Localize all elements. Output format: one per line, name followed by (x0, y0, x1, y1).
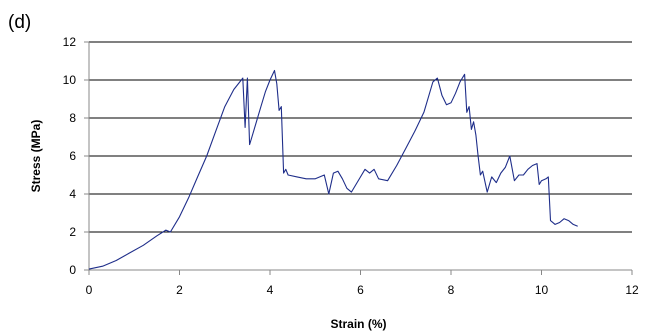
x-tick-label-10: 10 (535, 283, 549, 297)
y-tick-label-2: 2 (69, 225, 76, 239)
y-tick-label-6: 6 (69, 149, 76, 163)
x-tick-label-4: 4 (267, 283, 274, 297)
y-tick-label-8: 8 (69, 111, 76, 125)
x-axis-ticks: 0 2 4 6 8 10 12 (86, 270, 639, 297)
y-tick-label-4: 4 (69, 187, 76, 201)
x-tick-label-2: 2 (176, 283, 183, 297)
y-tick-label-12: 12 (63, 35, 77, 49)
x-tick-label-6: 6 (357, 283, 364, 297)
y-axis-title: Stress (MPa) (29, 120, 43, 193)
y-tick-label-10: 10 (63, 73, 77, 87)
y-axis-ticks: 0 2 4 6 8 10 12 (63, 35, 89, 277)
grid-lines (89, 41, 632, 233)
x-tick-label-12: 12 (625, 283, 639, 297)
y-tick-label-0: 0 (69, 263, 76, 277)
stress-strain-line (88, 69, 578, 270)
panel-label: (d) (8, 12, 31, 33)
x-axis-title: Strain (%) (330, 317, 386, 331)
x-tick-label-0: 0 (86, 283, 93, 297)
x-tick-label-8: 8 (448, 283, 455, 297)
